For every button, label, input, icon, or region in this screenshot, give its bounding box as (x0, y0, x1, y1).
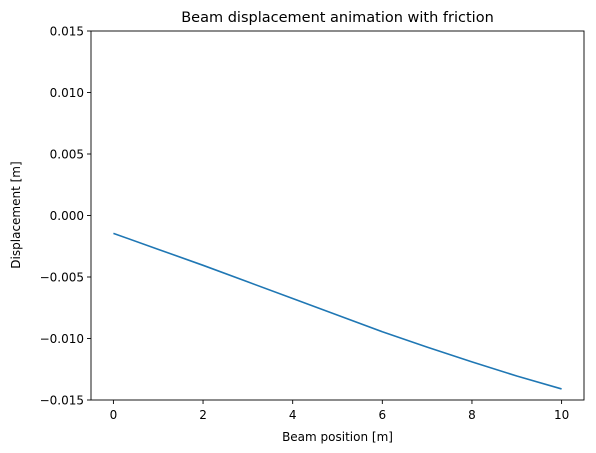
x-axis-label: Beam position [m] (282, 430, 393, 444)
x-axis-ticks: 0 2 4 6 8 10 (110, 400, 569, 422)
y-axis-label: Displacement [m] (9, 161, 23, 268)
x-tick-label: 0 (110, 408, 118, 422)
x-tick-label: 8 (468, 408, 476, 422)
y-tick-label: −0.010 (40, 332, 84, 346)
y-tick-label: 0.010 (50, 86, 84, 100)
chart-title: Beam displacement animation with frictio… (181, 10, 494, 26)
y-tick-label: 0.000 (50, 209, 84, 223)
x-tick-label: 6 (378, 408, 386, 422)
y-tick-label: 0.015 (50, 24, 84, 38)
y-axis-ticks: 0.015 0.010 0.005 0.000 −0.005 −0.010 −0.015 (40, 24, 91, 407)
x-tick-label: 2 (199, 408, 207, 422)
plot-area-frame (90, 30, 585, 401)
y-tick-label: −0.015 (40, 393, 84, 407)
x-tick-label: 10 (554, 408, 569, 422)
displacement-line (113, 232, 562, 390)
y-tick-label: −0.005 (40, 270, 84, 284)
x-tick-label: 4 (289, 408, 297, 422)
y-tick-label: 0.005 (50, 147, 84, 161)
